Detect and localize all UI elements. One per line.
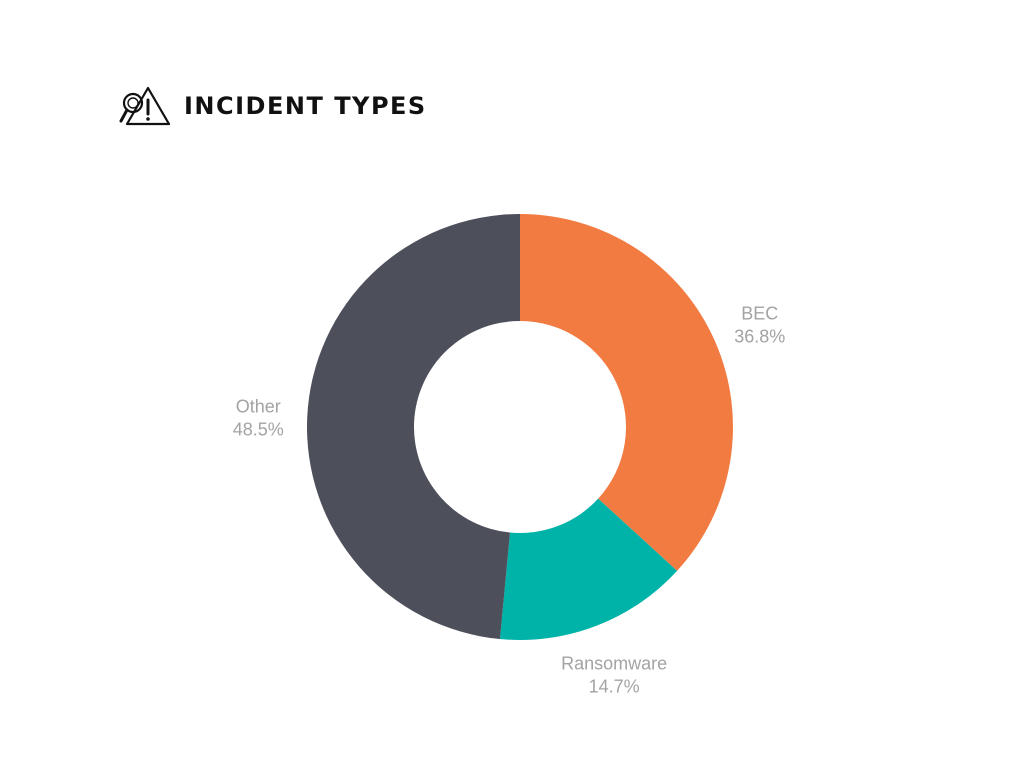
incident-search-warning-icon — [119, 86, 171, 126]
slice-other — [307, 214, 520, 640]
slice-name: Other — [236, 397, 281, 417]
slice-label-other: Other 48.5% — [233, 397, 284, 440]
slice-ransomware — [499, 498, 678, 640]
slice-percent: 14.7% — [589, 676, 640, 696]
donut-slices — [307, 214, 733, 640]
slice-name: Ransomware — [561, 653, 667, 673]
chart-title: INCIDENT TYPES — [184, 92, 427, 120]
donut-labels: BEC 36.8% Ransomware 14.7% Other 48.5% — [233, 303, 786, 696]
slice-label-bec: BEC 36.8% — [734, 303, 785, 346]
chart-header: INCIDENT TYPES — [118, 84, 427, 128]
slice-name: BEC — [741, 303, 778, 323]
slice-label-ransomware: Ransomware 14.7% — [561, 653, 667, 696]
slice-bec — [520, 214, 733, 571]
slice-percent: 48.5% — [233, 420, 284, 440]
slice-percent: 36.8% — [734, 326, 785, 346]
